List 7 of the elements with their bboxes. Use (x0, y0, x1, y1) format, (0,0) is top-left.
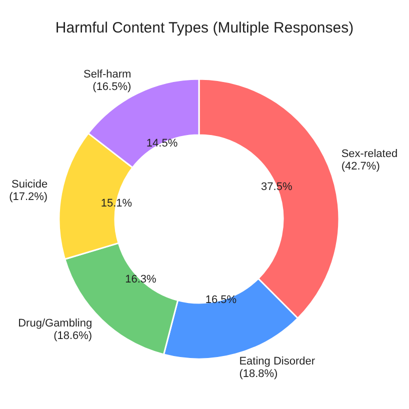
data-label: 16.5% (205, 294, 237, 306)
slice-label: Self-harm (16.5%) (84, 68, 132, 93)
slice-label: Suicide (17.2%) (9, 178, 48, 204)
slice-label: Drug/Gambling (18.6%) (18, 318, 92, 342)
chart-title: Harmful Content Types (Multiple Responses) (55, 20, 354, 36)
slice-label: Eating Disorder (18.8%) (239, 355, 316, 380)
slice-label: Sex-related (42.7%) (341, 148, 398, 172)
